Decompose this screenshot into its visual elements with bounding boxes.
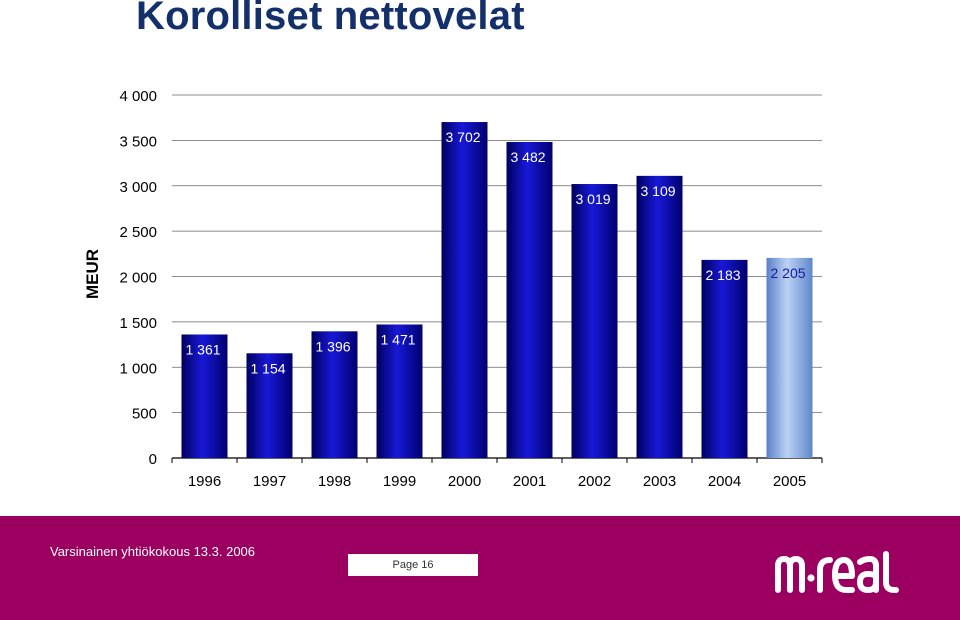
data-label-2004: 2 183 (706, 267, 741, 283)
bar-2001 (506, 142, 553, 459)
x-tick-label: 1997 (253, 473, 286, 490)
meeting-text: Varsinainen yhtiökokous 13.3. 2006 (50, 544, 256, 559)
bar-1997 (246, 353, 293, 458)
data-label-1997: 1 154 (251, 360, 286, 376)
bar-1999 (376, 324, 423, 458)
y-tick-label: 500 (132, 406, 157, 423)
page-number: Page 16 (348, 554, 478, 576)
bar-2005 (766, 257, 813, 458)
bar-1996 (181, 334, 228, 458)
y-tick-label: 3 000 (119, 179, 157, 196)
x-tick-label: 1999 (383, 473, 416, 490)
x-tick-label: 2005 (773, 473, 806, 490)
y-axis-label: MEUR (83, 249, 102, 299)
bar-labels: 1 361 1 154 1 396 1 471 3 702 3 482 3 019 3 109… (186, 129, 806, 376)
y-tick-label: 4 000 (119, 88, 157, 105)
x-tick-label: 2000 (448, 473, 481, 490)
bar-2004 (701, 259, 748, 458)
y-tick-label: 0 (149, 451, 157, 468)
page-title: Korolliset nettovelat (136, 0, 525, 38)
x-tick-label: 2003 (643, 473, 676, 490)
bar-2000 (441, 122, 488, 458)
y-axis-ticks: 0 500 1 000 1 500 2 000 2 500 3 000 3 500 4 000 (119, 88, 157, 468)
data-label-2003: 3 109 (641, 183, 676, 199)
bar-2003 (636, 175, 683, 458)
y-tick-label: 1 000 (119, 360, 157, 377)
data-label-1996: 1 361 (186, 341, 221, 357)
y-tick-label: 2 500 (119, 224, 157, 241)
data-label-2005: 2 205 (771, 265, 806, 281)
y-tick-label: 2 000 (119, 270, 157, 287)
data-label-2000: 3 702 (446, 129, 481, 145)
x-tick-label: 2004 (708, 473, 741, 490)
m-real-logo (775, 551, 899, 593)
data-label-2002: 3 019 (576, 191, 611, 207)
y-tick-label: 3 500 (119, 133, 157, 150)
x-tick-label: 1998 (318, 473, 351, 490)
bars (181, 122, 813, 459)
y-tick-label: 1 500 (119, 315, 157, 332)
x-axis-ticks: 1996 1997 1998 1999 2000 2001 2002 2003 2004 2005 (188, 473, 806, 490)
data-label-1998: 1 396 (316, 338, 351, 354)
bar-1998 (311, 331, 358, 458)
data-label-2001: 3 482 (511, 149, 546, 165)
x-tick-label: 2001 (513, 473, 546, 490)
bar-2002 (571, 184, 618, 458)
data-label-1999: 1 471 (381, 332, 416, 348)
x-tick-label: 1996 (188, 473, 221, 490)
bar-chart: 1 361 1 154 1 396 1 471 3 702 3 482 3 019 3 109… (83, 88, 823, 490)
footer-bar: Varsinainen yhtiökokous 13.3. 2006 Page … (0, 516, 960, 620)
x-tick-label: 2002 (578, 473, 611, 490)
